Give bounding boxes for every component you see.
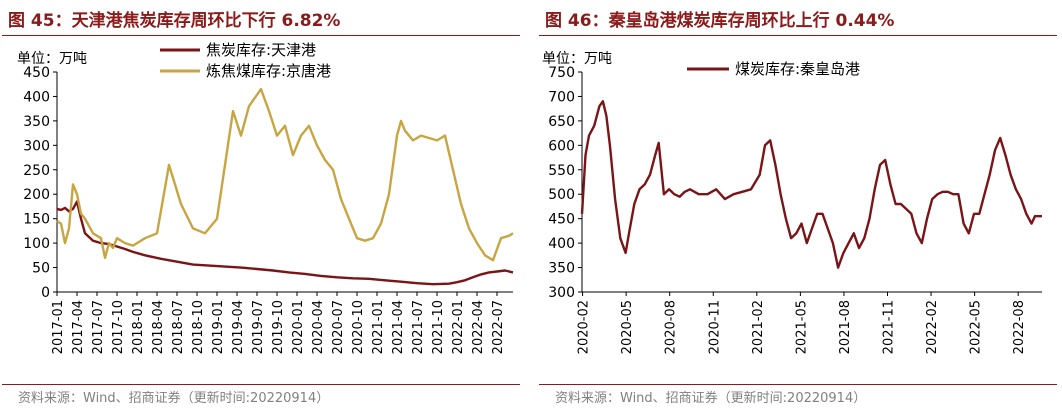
title-divider bbox=[2, 35, 520, 36]
x-tick-label: 2021-11 bbox=[882, 300, 897, 354]
y-tick-label: 200 bbox=[23, 187, 50, 203]
x-tick-label: 2017-04 bbox=[71, 300, 86, 354]
x-tick-label: 2021-01 bbox=[371, 300, 386, 354]
y-tick-label: 600 bbox=[548, 138, 575, 154]
x-tick-label: 2021-02 bbox=[751, 300, 766, 354]
x-tick-label: 2020-08 bbox=[664, 300, 679, 354]
x-tick-label: 2021-07 bbox=[411, 300, 426, 354]
unit-label: 单位：万吨 bbox=[17, 51, 87, 67]
legend-label-0: 焦炭库存:天津港 bbox=[206, 41, 316, 59]
x-tick-label: 2020-11 bbox=[707, 300, 722, 354]
x-tick-label: 2021-04 bbox=[391, 300, 406, 354]
y-tick-label: 450 bbox=[548, 212, 575, 228]
y-tick-label: 300 bbox=[23, 138, 50, 154]
title-divider bbox=[539, 35, 1057, 36]
y-tick-label: 100 bbox=[23, 236, 50, 252]
source-divider bbox=[2, 384, 520, 385]
x-tick-label: 2022-01 bbox=[451, 300, 466, 354]
series-line-0 bbox=[580, 100, 1042, 269]
y-tick-label: 50 bbox=[32, 261, 50, 277]
y-tick-label: 250 bbox=[23, 163, 50, 179]
y-tick-label: 550 bbox=[548, 163, 575, 179]
x-tick-label: 2021-05 bbox=[794, 300, 809, 354]
chart-panel-46: 图 46：秦皇岛港煤炭库存周环比上行 0.44% 单位：万吨 300 350 400 4… bbox=[537, 0, 1062, 408]
x-tick-label: 2020-02 bbox=[577, 300, 592, 354]
x-tick-label: 2017-07 bbox=[91, 300, 106, 354]
y-tick-label: 350 bbox=[23, 114, 50, 130]
legend-label-1: 炼焦煤库存:京唐港 bbox=[206, 62, 331, 80]
series-line-0 bbox=[56, 200, 514, 286]
chart-qinhuangdao-port: 单位：万吨 300 350 400 450 500 550 600 650 700 750 2020-… bbox=[542, 51, 1042, 354]
x-tick-label: 2021-10 bbox=[431, 300, 446, 354]
y-tick-label: 400 bbox=[548, 236, 575, 252]
x-tick-label: 2017-01 bbox=[51, 300, 66, 354]
y-tick-label: 300 bbox=[548, 285, 575, 301]
y-tick-label: 650 bbox=[548, 114, 575, 130]
x-tick-label: 2019-10 bbox=[271, 300, 286, 354]
chart-title: 图 45：天津港焦炭库存周环比下行 6.82% bbox=[8, 11, 341, 31]
y-tick-label: 500 bbox=[548, 187, 575, 203]
chart-source: 资料来源：Wind、招商证券（更新时间:20220914） bbox=[18, 391, 330, 406]
x-tick-label: 2022-02 bbox=[925, 300, 940, 354]
y-tick-label: 150 bbox=[23, 212, 50, 228]
y-tick-label: 0 bbox=[41, 285, 50, 301]
chart-title: 图 46：秦皇岛港煤炭库存周环比上行 0.44% bbox=[545, 11, 895, 31]
chart-source: 资料来源：Wind、招商证券（更新时间:20220914） bbox=[555, 391, 867, 406]
x-tick-label: 2019-01 bbox=[211, 300, 226, 354]
x-tick-label: 2019-07 bbox=[251, 300, 266, 354]
chart-tianjin-port: 单位：万吨 0 50 100 150 200 250 300 350 400 450 2017-01 2… bbox=[17, 41, 514, 354]
x-tick-label: 2020-07 bbox=[331, 300, 346, 354]
x-tick-label: 2018-04 bbox=[151, 300, 166, 354]
x-tick-label: 2017-10 bbox=[111, 300, 126, 354]
y-tick-label: 450 bbox=[23, 65, 50, 81]
y-tick-label: 400 bbox=[23, 89, 50, 105]
x-tick-label: 2022-04 bbox=[471, 300, 486, 354]
legend-label-0: 煤炭库存:秦皇岛港 bbox=[735, 60, 860, 78]
y-tick-label: 750 bbox=[548, 65, 575, 81]
source-divider bbox=[539, 384, 1057, 385]
x-tick-label: 2022-05 bbox=[969, 300, 984, 354]
x-tick-label: 2020-01 bbox=[291, 300, 306, 354]
series-line-1 bbox=[56, 87, 514, 262]
x-tick-label: 2018-07 bbox=[171, 300, 186, 354]
x-tick-label: 2018-01 bbox=[131, 300, 146, 354]
x-tick-label: 2020-05 bbox=[620, 300, 635, 354]
y-tick-label: 350 bbox=[548, 261, 575, 277]
unit-label: 单位：万吨 bbox=[542, 51, 612, 67]
x-tick-label: 2022-07 bbox=[491, 300, 506, 354]
x-tick-label: 2019-04 bbox=[231, 300, 246, 354]
x-tick-label: 2020-04 bbox=[311, 300, 326, 354]
y-tick-label: 700 bbox=[548, 89, 575, 105]
x-tick-label: 2020-10 bbox=[351, 300, 366, 354]
chart-panel-45: 图 45：天津港焦炭库存周环比下行 6.82% 单位：万吨 0 50 100 150 20… bbox=[0, 0, 525, 408]
x-tick-label: 2018-10 bbox=[191, 300, 206, 354]
x-tick-label: 2022-08 bbox=[1012, 300, 1027, 354]
x-tick-label: 2021-08 bbox=[838, 300, 853, 354]
